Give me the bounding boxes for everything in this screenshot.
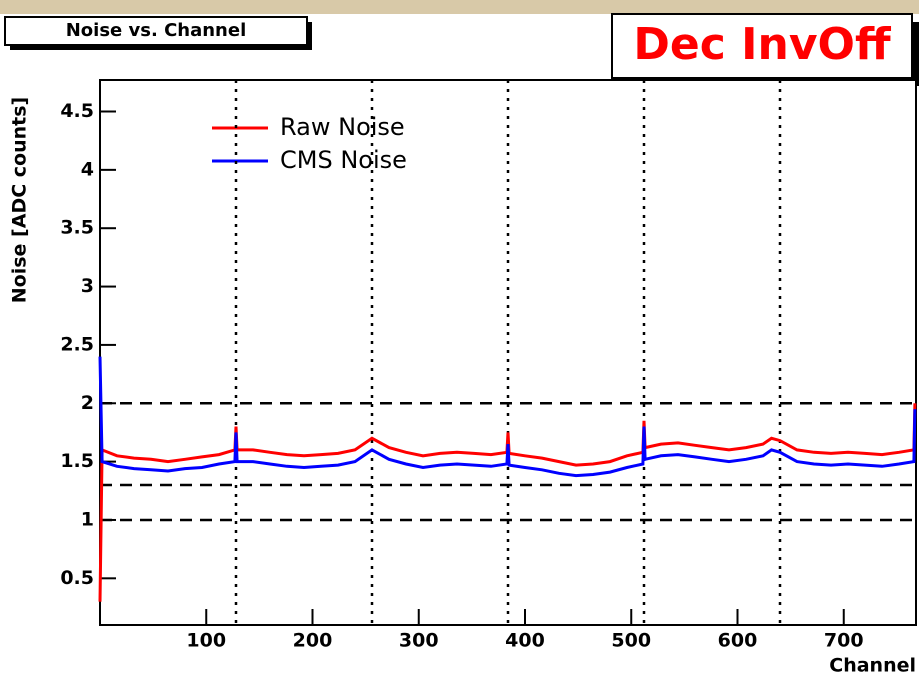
x-tick-label: 200 — [293, 630, 333, 652]
x-tick-label: 300 — [399, 630, 439, 652]
y-tick-label: 2.5 — [60, 333, 94, 355]
y-tick-label: 3 — [81, 275, 94, 297]
y-tick-label: 4.5 — [60, 100, 94, 122]
y-tick-label: 0.5 — [60, 567, 94, 589]
y-axis-label: Noise [ADC counts] — [9, 97, 31, 303]
x-axis-label: Channel — [829, 655, 916, 677]
legend-label: Raw Noise — [280, 113, 405, 141]
chart: Noise vs. Channel Dec InvOff Channel Noi… — [0, 0, 919, 685]
y-tick-label: 1 — [81, 508, 94, 530]
x-tick-label: 400 — [505, 630, 545, 652]
y-tick-label: 2 — [81, 392, 94, 414]
x-tick-label: 100 — [186, 630, 226, 652]
x-tick-label: 500 — [611, 630, 651, 652]
legend: Raw Noise CMS Noise — [202, 112, 508, 180]
legend-label: CMS Noise — [280, 146, 407, 174]
tag: Dec InvOff — [633, 19, 892, 70]
y-tick-label: 3.5 — [60, 217, 94, 239]
page: {"chart_data": {"type": "line", "title":… — [0, 0, 919, 685]
y-tick-label: 1.5 — [60, 450, 94, 472]
y-tick-label: 4 — [81, 158, 94, 180]
top-strip — [0, 0, 919, 14]
chart-title: Noise vs. Channel — [66, 20, 247, 41]
x-tick-label: 700 — [824, 630, 864, 652]
x-tick-label: 600 — [718, 630, 758, 652]
